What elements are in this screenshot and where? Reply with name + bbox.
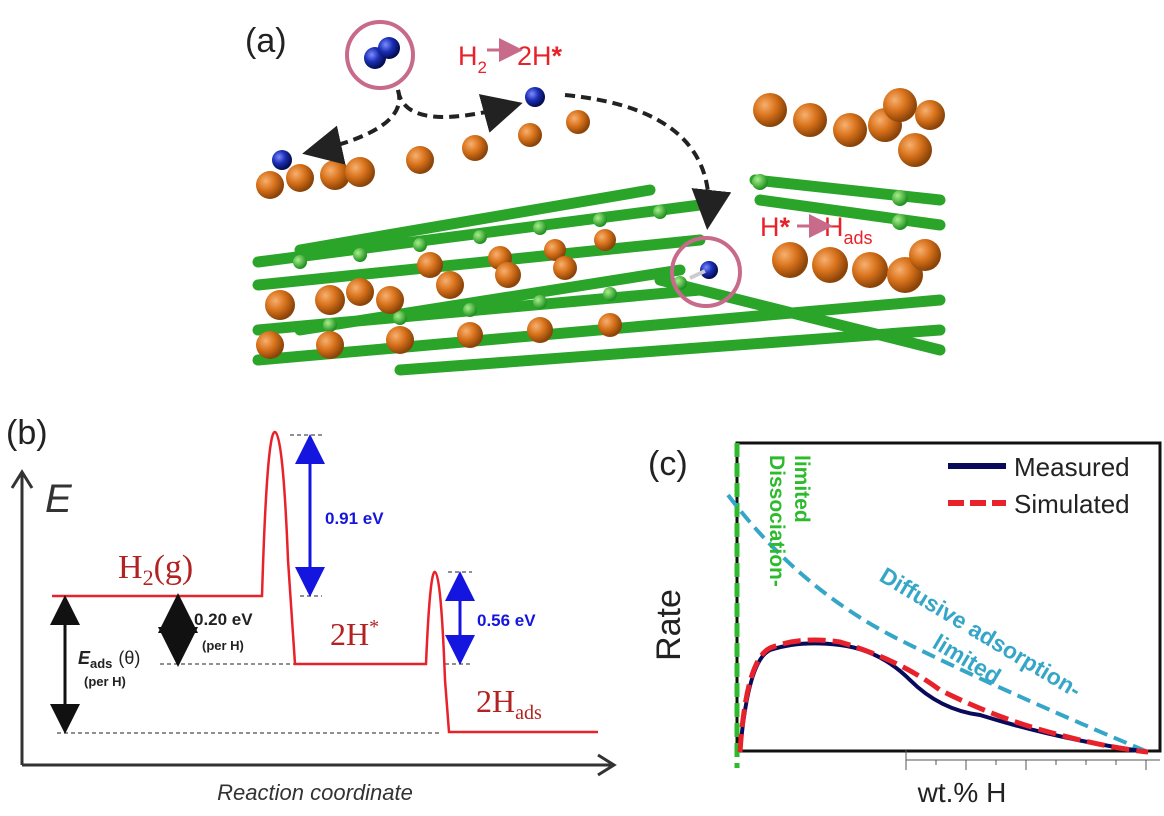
state-label: 2H*: [330, 616, 379, 652]
barrier-label: 0.56 eV: [477, 611, 536, 630]
figure: (a) H22H*: [0, 0, 1164, 816]
eads-sub: ads: [90, 656, 112, 671]
panel-label: (b): [6, 414, 48, 452]
state-sup: *: [369, 616, 379, 638]
axis-y-label: E: [45, 477, 73, 521]
reaction-subscript: ads: [844, 228, 873, 248]
state-main: 2H: [330, 616, 369, 652]
barrier-label: 0.91 eV: [325, 509, 384, 528]
legend-label: Simulated: [1014, 489, 1130, 519]
eads-theta: (θ): [118, 648, 140, 668]
state-label: H2(g): [118, 549, 193, 590]
state-sub: ads: [515, 702, 542, 724]
step-note: (per H): [202, 638, 244, 653]
axis-x-label: Reaction coordinate: [217, 780, 413, 805]
axis-y-label: Rate: [650, 589, 688, 661]
state-rest: (g): [154, 549, 194, 586]
reaction-lhs: H: [458, 41, 478, 71]
panel-label: (c): [648, 445, 688, 483]
reaction-lhs: H: [760, 212, 780, 242]
step-label: 0.20 eV: [194, 610, 253, 629]
reaction-mark: *: [780, 212, 791, 242]
reaction-rhs: 2H: [517, 41, 552, 71]
state-sub: 2: [143, 565, 154, 590]
annotation: Dissociation-: [765, 455, 788, 587]
axis-x-label: wt.% H: [917, 777, 1007, 808]
annotation: limited: [790, 455, 813, 523]
molecular-render: [256, 22, 945, 370]
diffusive-curve: [728, 495, 1148, 752]
state-main: H: [118, 549, 143, 586]
reaction-1: H2 2H*: [458, 41, 562, 77]
eads-note: (per H): [84, 674, 126, 689]
page: (a) H22H*: [0, 0, 1164, 816]
state-label: 2Hads: [476, 683, 542, 724]
panel-label: (a): [245, 22, 287, 60]
reaction-subscript: 2: [478, 58, 487, 77]
legend-label: Measured: [1014, 452, 1130, 482]
reaction-mark: *: [551, 41, 562, 71]
state-main: 2H: [476, 683, 515, 719]
eads-label: Eads(θ): [78, 648, 140, 671]
